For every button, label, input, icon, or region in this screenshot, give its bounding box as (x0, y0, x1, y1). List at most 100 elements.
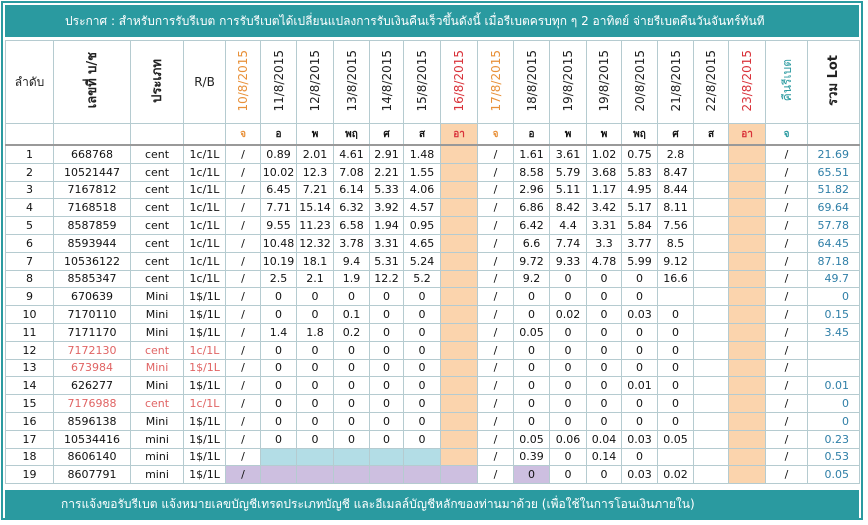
table-cell: 0 (296, 287, 334, 307)
table-cell (440, 358, 478, 378)
table-cell (440, 322, 478, 342)
table-cell: 0 (296, 376, 334, 396)
table-cell: / (477, 447, 514, 467)
table-cell: 0 (657, 305, 694, 324)
table-cell: / (765, 358, 808, 378)
table-cell: 0 (586, 411, 622, 431)
table-cell: 0 (586, 340, 622, 360)
table-cell: 11.23 (296, 216, 334, 235)
table-cell: 0 (260, 305, 297, 324)
table-cell (728, 322, 766, 342)
day-text: จ (492, 128, 499, 140)
table-cell: 3.77 (621, 233, 658, 253)
table-row: 1 668768 cent 1c/1L/0.89 2.01 4.61 2.91 1.48/1.… (5, 144, 860, 164)
table-cell: 0 (260, 376, 297, 396)
table-cell: 0 (549, 322, 587, 342)
table-cell (693, 144, 729, 164)
table-cell: 14 (5, 376, 54, 396)
table-cell: 0.05 (657, 429, 694, 449)
table-cell: / (225, 465, 261, 485)
header-text: 17/8/2015 (488, 49, 503, 112)
table-cell: / (225, 322, 261, 342)
table-cell: 13 (5, 358, 54, 378)
table-cell (296, 447, 334, 467)
table-cell: 0 (621, 269, 658, 289)
table-cell: 0 (403, 305, 441, 324)
table-cell: 0.06 (549, 429, 587, 449)
table-cell: / (225, 340, 261, 360)
table-cell: Mini (130, 358, 184, 378)
table-cell: 0 (333, 340, 370, 360)
table-cell: 0.03 (621, 429, 658, 449)
table-cell: 6.45 (260, 180, 297, 200)
table-cell: / (225, 216, 261, 235)
table-cell: 0 (549, 287, 587, 307)
day-header: อ (260, 123, 297, 146)
table-cell: 0 (513, 305, 550, 324)
table-row: 17 10534416 mini 1$/1L/0 0 0 0 0/0.05 0.06 0.04 0.… (5, 429, 860, 449)
table-row: 5 8587859 cent 1c/1L/9.55 11.23 6.58 1.94 0.95/… (5, 216, 860, 235)
table-cell (693, 322, 729, 342)
table-cell (693, 394, 729, 413)
rebate-table: ลำดับ เลขที่ บ/ช ประเภท R/B 10/8/2015 11/8/20… (5, 40, 860, 485)
table-cell: 5.24 (403, 251, 441, 271)
table-cell: 670639 (53, 287, 131, 307)
total-cell: 0.15 (807, 305, 860, 324)
table-cell: 1c/1L (183, 198, 226, 218)
table-cell: 3.92 (369, 198, 404, 218)
day-text: พ (311, 128, 319, 140)
table-cell: 5.11 (549, 180, 587, 200)
table-cell: 0 (586, 394, 622, 413)
table-cell: 1$/1L (183, 287, 226, 307)
table-cell (440, 198, 478, 218)
table-cell (693, 465, 729, 485)
table-cell: 5.83 (621, 162, 658, 182)
table-cell: 1.17 (586, 180, 622, 200)
column-header: 14/8/2015 (369, 40, 404, 124)
table-cell (440, 144, 478, 164)
table-cell: cent (130, 216, 184, 235)
day-text: อ (275, 128, 282, 140)
table-cell (440, 287, 478, 307)
table-cell: 7176988 (53, 394, 131, 413)
table-cell: 1c/1L (183, 233, 226, 253)
table-cell: Mini (130, 411, 184, 431)
day-header: จ (225, 123, 261, 146)
table-cell: 0 (369, 305, 404, 324)
table-row: 18 8606140 mini 1$/1L //0.39 0 0.14 0/0.53 (5, 447, 860, 467)
table-cell: / (225, 287, 261, 307)
table-cell: 0 (333, 429, 370, 449)
table-cell: 6 (5, 233, 54, 253)
table-cell: 5.2 (403, 269, 441, 289)
table-cell: 1.9 (333, 269, 370, 289)
table-cell: 5.79 (549, 162, 587, 182)
table-cell (728, 198, 766, 218)
day-header: ส (403, 123, 441, 146)
table-cell: 0 (549, 447, 587, 467)
table-cell: 0 (333, 394, 370, 413)
table-cell: 0 (369, 322, 404, 342)
table-cell: 0 (621, 358, 658, 378)
table-cell (440, 340, 478, 360)
day-header: พฤ (333, 123, 370, 146)
table-cell: 9 (5, 287, 54, 307)
table-cell: / (225, 394, 261, 413)
table-cell: cent (130, 251, 184, 271)
table-cell: 626277 (53, 376, 131, 396)
table-cell: 0 (549, 358, 587, 378)
table-cell: mini (130, 447, 184, 467)
table-cell: / (477, 162, 514, 182)
table-cell: 0 (369, 287, 404, 307)
table-cell: 0 (586, 358, 622, 378)
table-cell: 3.42 (586, 198, 622, 218)
header-text: ประเภท (149, 58, 165, 103)
table-cell (728, 394, 766, 413)
table-cell: 7.21 (296, 180, 334, 200)
table-cell: 2 (5, 162, 54, 182)
table-cell: 2.1 (296, 269, 334, 289)
table-cell: 4.95 (621, 180, 658, 200)
table-cell: 1.55 (403, 162, 441, 182)
table-cell: 8.5 (657, 233, 694, 253)
header-text: 19/8/2015 (597, 49, 611, 112)
